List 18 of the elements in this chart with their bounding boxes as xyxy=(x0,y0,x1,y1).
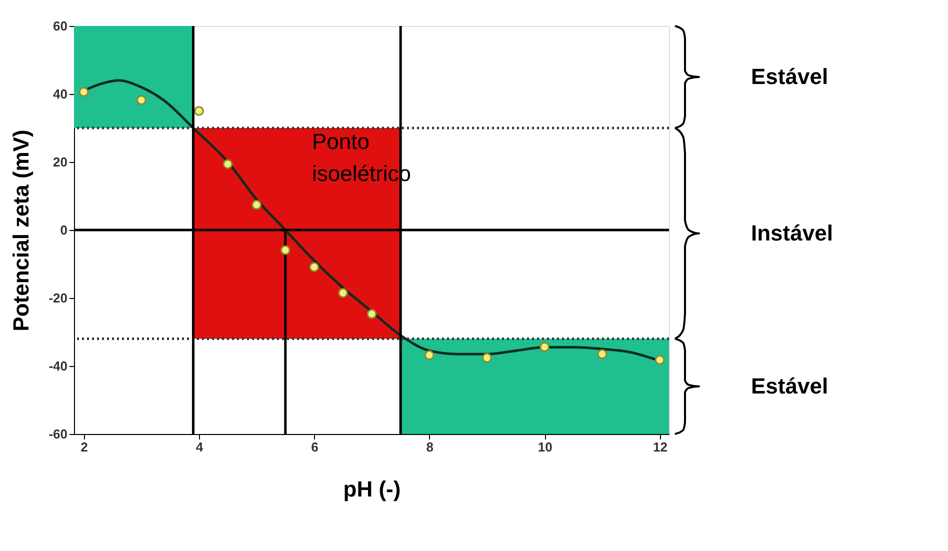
x-tick-label: 6 xyxy=(311,440,318,454)
y-axis-title: Potencial zeta (mV) xyxy=(8,130,34,332)
y-tick-label: -40 xyxy=(48,358,68,374)
y-tick-label: -20 xyxy=(48,290,68,306)
y-tick-label: 40 xyxy=(53,86,68,102)
y-tick-label: 20 xyxy=(53,154,68,170)
x-tick-label: 12 xyxy=(653,440,668,454)
y-tick-label: 0 xyxy=(60,222,68,238)
text: Estável xyxy=(751,373,828,398)
x-tick-label: 4 xyxy=(196,440,204,454)
x-tick-label: 2 xyxy=(80,440,88,454)
text: Instável xyxy=(751,220,833,246)
y-tick-label: -60 xyxy=(48,426,68,442)
y-tick-label: 60 xyxy=(53,18,68,34)
text: Estável xyxy=(751,64,828,89)
x-tick-label: 10 xyxy=(538,440,552,454)
x-tick-label: 8 xyxy=(426,440,434,454)
x-axis-title: pH (-) xyxy=(343,476,401,502)
